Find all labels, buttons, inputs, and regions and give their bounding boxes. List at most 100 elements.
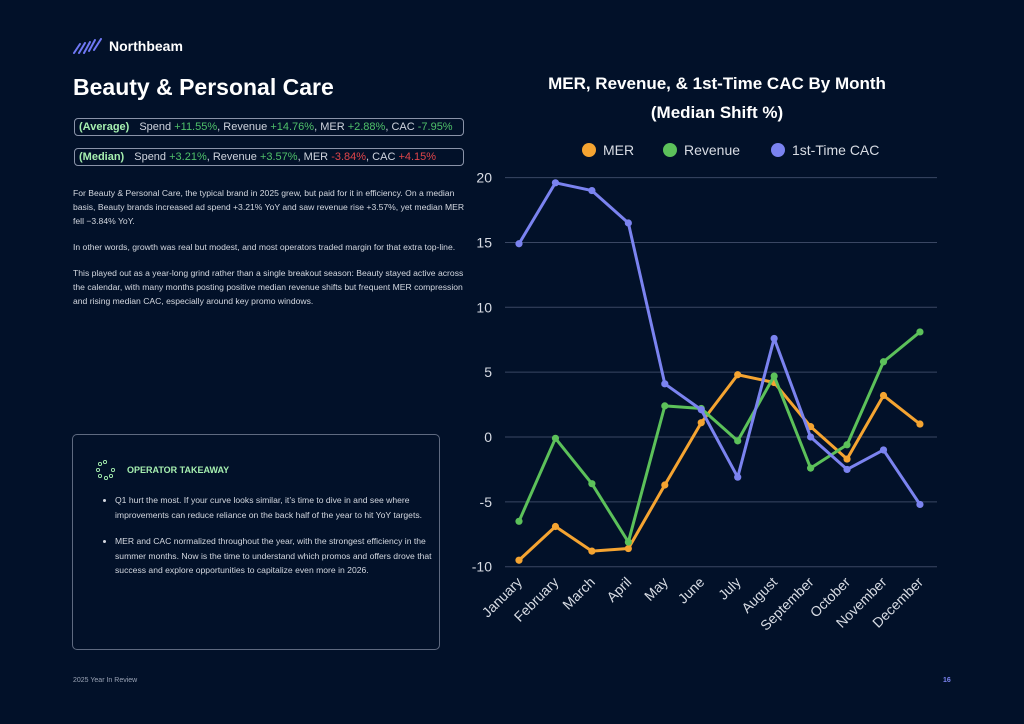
- stat-value: +14.76%: [270, 121, 315, 133]
- data-point: [916, 328, 924, 336]
- stat-label: , Revenue: [206, 151, 260, 163]
- series-line: [517, 181, 922, 506]
- y-tick-label: -5: [480, 494, 493, 510]
- data-point: [624, 538, 632, 546]
- data-point: [879, 391, 888, 400]
- data-point: [879, 446, 888, 454]
- brand-logo: Northbeam: [73, 38, 183, 54]
- y-tick-label: 15: [476, 234, 492, 250]
- median-label: (Median): [79, 151, 125, 163]
- data-point: [916, 420, 924, 428]
- data-point: [807, 433, 815, 441]
- legend-label: 1st-Time CAC: [792, 142, 879, 158]
- stat-value: -7.95%: [417, 121, 453, 133]
- data-point: [734, 473, 742, 481]
- data-point: [515, 517, 523, 525]
- stat-value: +3.57%: [259, 151, 298, 163]
- chart-legend: MER Revenue 1st-Time CAC: [582, 142, 879, 158]
- y-tick-label: 0: [484, 429, 492, 445]
- brand-name: Northbeam: [109, 38, 183, 54]
- data-point: [624, 219, 632, 227]
- x-tick-label: March: [559, 574, 598, 613]
- stat-label: , Revenue: [217, 121, 271, 133]
- body-text: For Beauty & Personal Care, the typical …: [73, 186, 468, 320]
- chart-title-line2: (Median Shift %): [651, 103, 783, 122]
- average-stats-text: Spend +11.55%, Revenue +14.76%, MER +2.8…: [139, 121, 452, 133]
- data-point: [916, 500, 924, 509]
- body-paragraph: For Beauty & Personal Care, the typical …: [73, 188, 465, 226]
- stat-value: +4.15%: [398, 151, 437, 163]
- dotted-circle-icon: [95, 460, 116, 480]
- data-point: [697, 406, 705, 414]
- data-point: [697, 419, 705, 427]
- takeaway-list: Q1 hurt the most. If your curve looks si…: [99, 493, 435, 590]
- legend-label: MER: [603, 142, 634, 158]
- page-number: 16: [943, 677, 951, 684]
- takeaway-title: OPERATOR TAKEAWAY: [127, 465, 230, 475]
- stat-label: Spend: [139, 121, 175, 133]
- stat-label: , MER: [297, 151, 332, 163]
- stat-label: Spend: [134, 151, 170, 163]
- data-point: [661, 380, 669, 388]
- data-point: [624, 544, 632, 553]
- x-tick-label: July: [715, 574, 744, 603]
- median-stats-text: Spend +3.21%, Revenue +3.57%, MER -3.84%…: [134, 151, 436, 163]
- average-stats-box: (Average) Spend +11.55%, Revenue +14.76%…: [74, 118, 464, 136]
- page-title: Beauty & Personal Care: [73, 74, 334, 100]
- x-tick-label: May: [641, 574, 671, 604]
- series-line: [517, 330, 921, 544]
- operator-takeaway-card: OPERATOR TAKEAWAY Q1 hurt the most. If y…: [72, 434, 440, 650]
- stat-label: , CAC: [366, 151, 399, 163]
- y-tick-label: 10: [476, 299, 492, 315]
- data-point: [551, 522, 560, 531]
- data-point: [734, 371, 742, 379]
- data-point: [879, 358, 888, 366]
- data-point: [551, 434, 560, 442]
- y-axis: -10 -5 0 5 10 15 20: [472, 170, 492, 575]
- body-paragraph: This played out as a year-long grind rat…: [73, 268, 464, 306]
- y-tick-label: 5: [484, 364, 492, 380]
- data-point: [588, 480, 596, 488]
- stat-label: , MER: [314, 121, 348, 133]
- series-mer: [515, 371, 924, 564]
- data-point: [588, 547, 596, 555]
- stat-value: +11.55%: [174, 121, 218, 133]
- series-1st-time-cac: [515, 179, 924, 509]
- chart-series: [515, 179, 924, 564]
- northbeam-logo-icon: [73, 38, 102, 54]
- data-point: [515, 240, 523, 248]
- y-tick-label: -10: [472, 559, 492, 575]
- stat-label: , CAC: [385, 121, 418, 133]
- data-point: [770, 372, 778, 380]
- legend-label: Revenue: [684, 142, 740, 158]
- legend-swatch: [582, 143, 596, 157]
- data-point: [515, 556, 523, 564]
- data-point: [807, 464, 815, 472]
- stat-value: -3.84%: [331, 151, 367, 163]
- chart-grid: [505, 177, 937, 568]
- takeaway-item: Q1 hurt the most. If your curve looks si…: [115, 493, 435, 522]
- data-point: [551, 179, 560, 187]
- data-point: [843, 465, 851, 474]
- data-point: [661, 481, 669, 489]
- legend-swatch: [663, 143, 677, 157]
- footer-label: 2025 Year In Review: [73, 677, 138, 684]
- data-point: [770, 334, 778, 343]
- data-point: [734, 437, 742, 445]
- average-label: (Average): [79, 121, 130, 133]
- stat-value: +3.21%: [169, 151, 207, 163]
- body-paragraph: In other words, growth was real but mode…: [73, 242, 456, 252]
- takeaway-item: MER and CAC normalized throughout the ye…: [115, 534, 435, 578]
- data-point: [843, 441, 851, 449]
- takeaway-header: OPERATOR TAKEAWAY: [95, 460, 229, 480]
- data-point: [661, 402, 669, 410]
- data-point: [588, 186, 596, 195]
- x-tick-label: April: [603, 574, 634, 605]
- chart-title-line1: MER, Revenue, & 1st-Time CAC By Month: [548, 74, 886, 93]
- y-tick-label: 20: [476, 170, 492, 186]
- median-stats-box: (Median) Spend +3.21%, Revenue +3.57%, M…: [74, 148, 464, 166]
- series-revenue: [515, 328, 924, 546]
- series-line: [517, 373, 921, 562]
